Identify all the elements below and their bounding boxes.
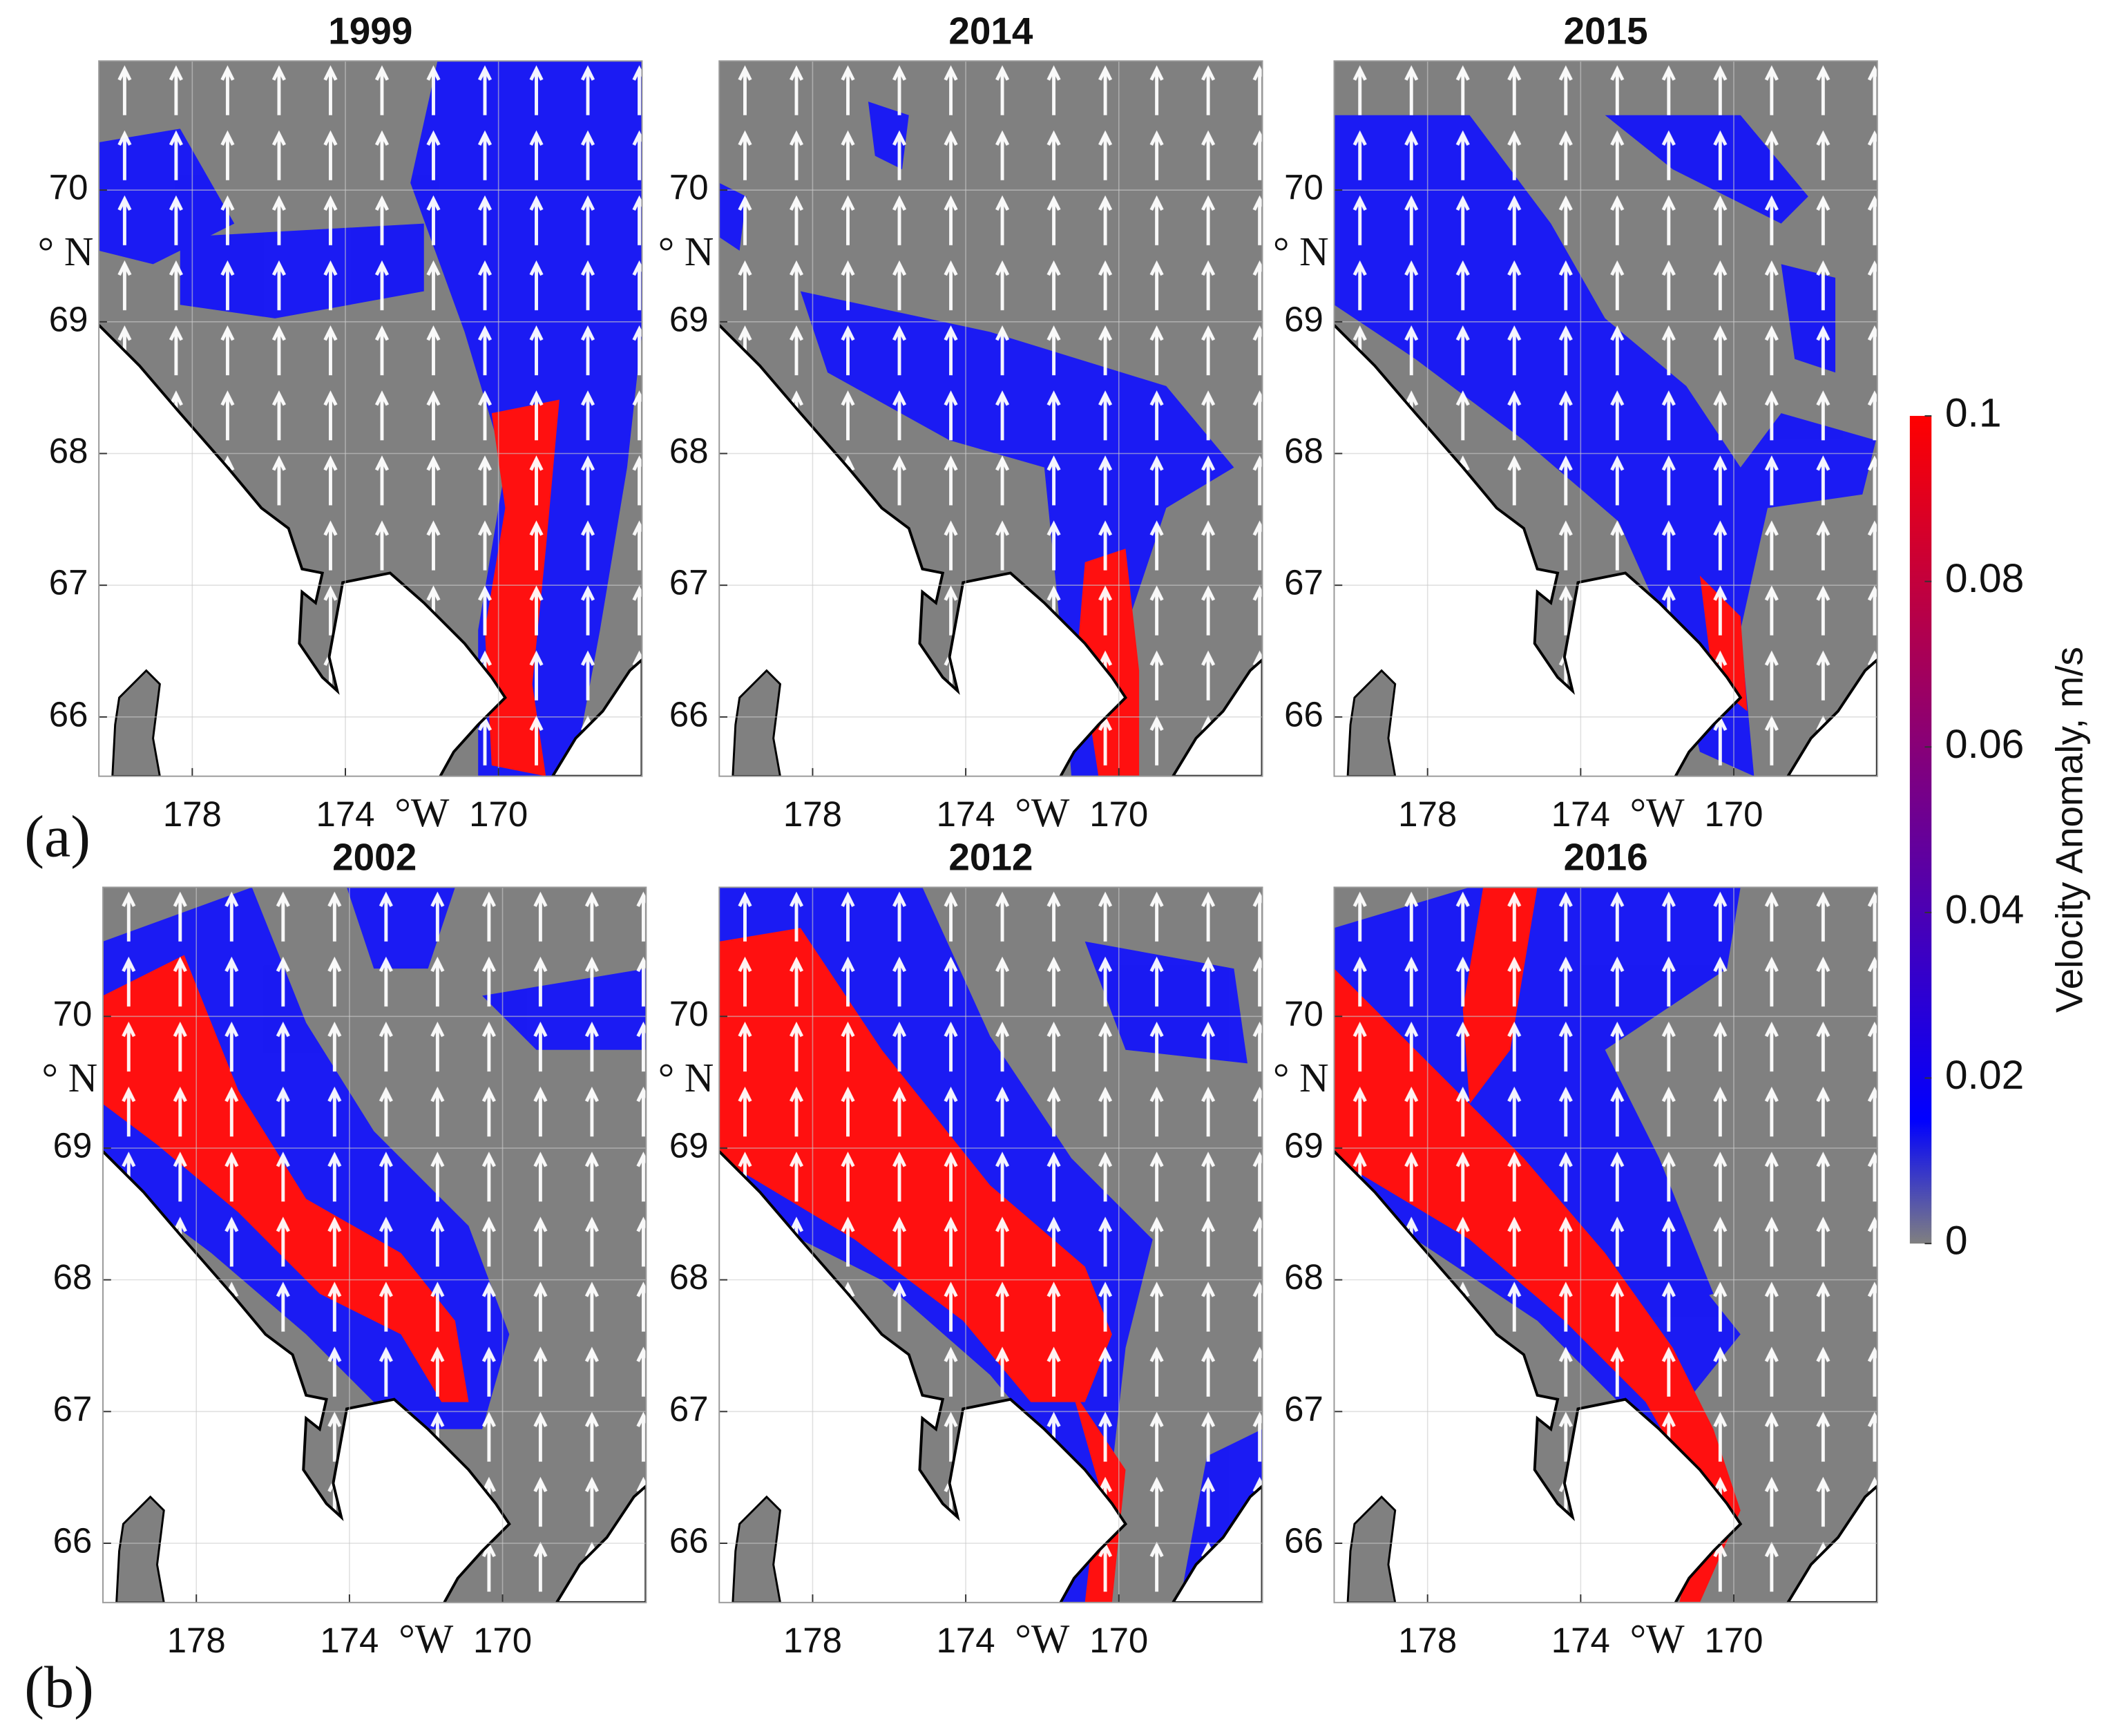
y-tick-label: 69 [53, 1125, 93, 1165]
panel-title: 2002 [332, 836, 417, 879]
map-panel: 178 174 170 66 67 68 69 70 °W ° N 2014 [658, 10, 1263, 835]
y-tick-label: 69 [669, 299, 709, 338]
x-axis-label: °W [1015, 790, 1070, 835]
colorbar-tick-label: 0.1 [1945, 391, 2002, 436]
y-tick-label: 67 [669, 563, 709, 602]
colorbar-tick-label: 0 [1945, 1219, 1968, 1263]
y-tick-label: 67 [49, 563, 88, 602]
y-tick-label: 68 [669, 431, 709, 470]
x-tick-label: 178 [783, 1621, 842, 1660]
map-panel: 178 174 170 66 67 68 69 70 °W ° N 1999 [38, 10, 643, 835]
map-area [99, 61, 642, 776]
x-tick-label: 178 [163, 794, 222, 834]
map-panel: 178 174 170 66 67 68 69 70 °W ° N 2002 [41, 836, 647, 1661]
x-tick-label: 170 [1089, 1621, 1148, 1660]
x-tick-label: 170 [1089, 794, 1148, 834]
colorbar-tick-label: 0.02 [1945, 1053, 2024, 1098]
y-axis-label: ° N [38, 229, 94, 274]
panel-frame [1333, 60, 1878, 777]
y-tick-label: 69 [49, 299, 88, 338]
panel-title: 2016 [1564, 836, 1648, 879]
x-tick-label: 174 [937, 794, 995, 834]
y-tick-label: 69 [1284, 299, 1323, 338]
x-axis-label: °W [394, 790, 450, 835]
x-axis-label: °W [399, 1616, 454, 1661]
colorbar-label: Velocity Anomaly, m/s [2048, 647, 2091, 1013]
panel-title: 1999 [328, 10, 412, 53]
map-panel: 178 174 170 66 67 68 69 70 °W ° N 2012 [658, 836, 1263, 1661]
colorbar-tick-label: 0.08 [1945, 556, 2024, 601]
map-area [719, 887, 1263, 1603]
panel-frame [718, 886, 1263, 1603]
colorbar: 0 0.02 0.04 0.06 0.08 0.1 Velocity Anomaly, m/… [1909, 391, 2091, 1263]
panel-frame [102, 886, 647, 1603]
y-tick-label: 67 [53, 1389, 93, 1429]
x-tick-label: 178 [783, 794, 842, 834]
x-tick-label: 178 [1398, 794, 1457, 834]
panel-title: 2012 [948, 836, 1033, 879]
panel-title: 2015 [1564, 10, 1648, 53]
x-axis-label: °W [1630, 790, 1685, 835]
y-tick-label: 70 [669, 994, 709, 1033]
colorbar-scale [1909, 416, 1932, 1244]
y-axis-label: ° N [658, 229, 714, 274]
y-tick-label: 68 [1284, 1257, 1323, 1297]
y-tick-label: 70 [1284, 994, 1323, 1033]
x-tick-label: 170 [1704, 794, 1763, 834]
colorbar-tick-label: 0.04 [1945, 887, 2024, 932]
x-axis-label: °W [1630, 1616, 1685, 1661]
y-tick-label: 66 [49, 694, 88, 734]
y-tick-label: 69 [669, 1125, 709, 1165]
map-area [1334, 61, 1877, 776]
colorbar-tick-label: 0.06 [1945, 722, 2024, 767]
y-axis-label: ° N [41, 1056, 97, 1100]
panel-frame [98, 60, 643, 777]
y-tick-label: 66 [53, 1520, 93, 1560]
x-axis-label: °W [1015, 1616, 1070, 1661]
y-axis-label: ° N [658, 1056, 714, 1100]
y-tick-label: 67 [669, 1389, 709, 1429]
panel-frame [1333, 886, 1878, 1603]
y-tick-label: 70 [669, 168, 709, 207]
y-axis-label: ° N [1273, 229, 1329, 274]
y-tick-label: 68 [49, 431, 88, 470]
x-tick-label: 174 [320, 1621, 379, 1660]
map-area [103, 887, 647, 1603]
x-tick-label: 174 [1551, 794, 1610, 834]
map-area [719, 61, 1263, 776]
y-tick-label: 69 [1284, 1125, 1323, 1165]
y-tick-label: 68 [669, 1257, 709, 1297]
x-tick-label: 178 [1398, 1621, 1457, 1660]
map-panel: 178 174 170 66 67 68 69 70 °W ° N 2015 [1273, 10, 1878, 835]
panel-frame [718, 60, 1263, 777]
panel-label: (b) [24, 1654, 94, 1720]
y-tick-label: 67 [1284, 563, 1323, 602]
y-axis-label: ° N [1273, 1056, 1329, 1100]
x-tick-label: 178 [167, 1621, 226, 1660]
x-tick-label: 174 [937, 1621, 995, 1660]
y-tick-label: 68 [53, 1257, 93, 1297]
y-tick-label: 66 [1284, 694, 1323, 734]
x-tick-label: 174 [1551, 1621, 1610, 1660]
y-tick-label: 67 [1284, 1389, 1323, 1429]
x-tick-label: 170 [469, 794, 528, 834]
y-tick-label: 70 [53, 994, 93, 1033]
y-tick-label: 66 [669, 694, 709, 734]
y-tick-label: 70 [49, 168, 88, 207]
map-area [1334, 887, 1877, 1603]
y-tick-label: 66 [669, 1520, 709, 1560]
y-tick-label: 68 [1284, 431, 1323, 470]
panel-title: 2014 [948, 10, 1033, 53]
x-tick-label: 170 [1704, 1621, 1763, 1660]
x-tick-label: 174 [316, 794, 374, 834]
x-tick-label: 170 [473, 1621, 532, 1660]
y-tick-label: 66 [1284, 1520, 1323, 1560]
y-tick-label: 70 [1284, 168, 1323, 207]
panel-label: (a) [24, 803, 90, 870]
map-panel: 178 174 170 66 67 68 69 70 °W ° N 2016 [1273, 836, 1878, 1661]
